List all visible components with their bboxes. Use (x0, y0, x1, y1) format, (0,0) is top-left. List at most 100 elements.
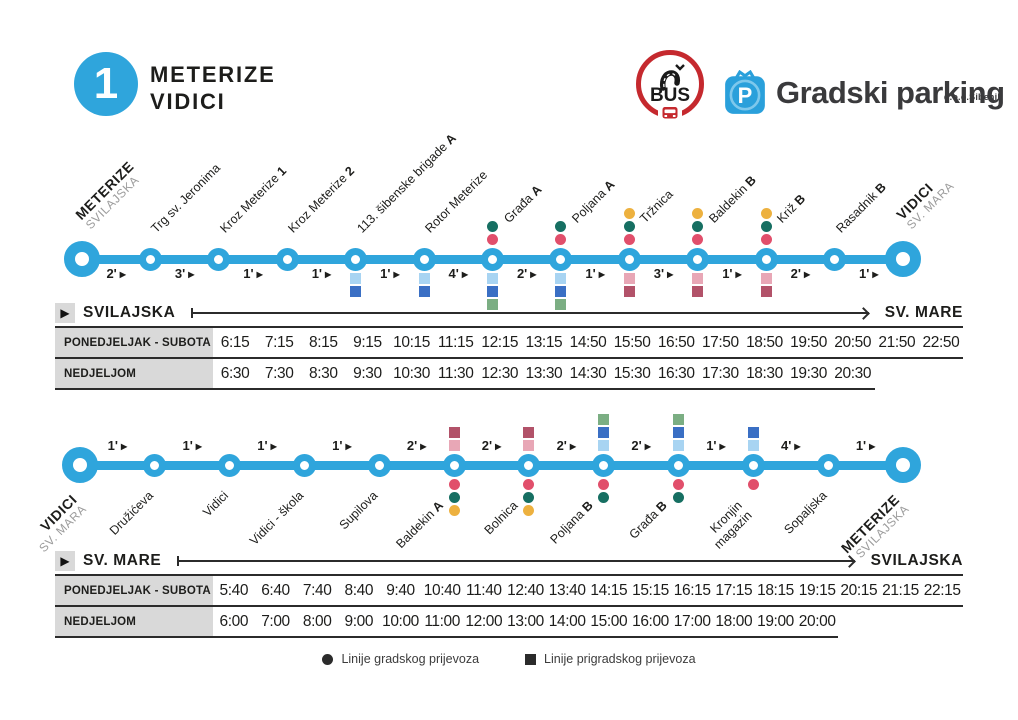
arrow-right-icon: ▶ (420, 441, 427, 451)
square-line-markers (523, 427, 535, 451)
stop-node (442, 453, 466, 477)
arrow-right-icon: ▶ (644, 441, 651, 451)
stop-label: Supilova (337, 480, 390, 533)
circle-line-markers (760, 208, 772, 245)
line-marker-rose (598, 479, 610, 490)
line-marker-teal (487, 221, 498, 232)
departure-time: 19:30 (790, 364, 827, 382)
departure-time: 22:50 (922, 333, 960, 351)
arrow-right-icon: ▶ (270, 441, 277, 451)
bus-operator-logo: BUS (630, 46, 710, 126)
departure-time: 19:00 (757, 612, 794, 630)
departure-time: 9:15 (353, 333, 382, 351)
stop-label: Vidici - škola (247, 480, 315, 548)
segment-travel-time: 2' ▶ (82, 266, 150, 281)
circle-line-markers (448, 479, 460, 516)
departure-time: 16:30 (657, 364, 695, 382)
line-marker-darkred (448, 427, 460, 438)
departure-time: 15:50 (613, 333, 651, 351)
line-marker-rose (555, 234, 567, 245)
segment-minutes: 2' (556, 438, 567, 453)
stop-node (481, 247, 504, 271)
departure-time: 8:40 (344, 581, 374, 599)
route-number-badge: 1 (74, 52, 138, 116)
departure-time: 15:30 (613, 364, 651, 382)
stop-name: Bolnica (481, 498, 521, 538)
line-marker-teal (448, 492, 460, 503)
square-line-markers (598, 414, 610, 451)
stop-node (549, 247, 573, 271)
departure-time: 15:00 (590, 612, 628, 630)
square-line-markers (692, 273, 704, 297)
departure-time: 11:40 (466, 581, 502, 599)
stop-name: Vidici (200, 488, 232, 520)
line-marker-yellow (623, 208, 635, 219)
departure-time: 14:30 (569, 364, 607, 382)
arrow-right-icon: ▶ (803, 269, 811, 279)
stop-node (138, 247, 162, 271)
stop-label: Rotor Meterize (414, 167, 491, 244)
stop-node (412, 247, 436, 271)
circle-line-markers (523, 479, 535, 516)
arrow-right-icon: ▶ (598, 269, 605, 279)
segment-minutes: 4' (781, 438, 792, 453)
circle-line-markers (487, 221, 498, 245)
line-marker-darkblue (673, 427, 685, 438)
line-marker-darkblue (418, 286, 430, 297)
arrow-right-icon: ▶ (530, 269, 537, 279)
segment-minutes: 2' (516, 266, 528, 281)
departure-time: 18:50 (746, 333, 783, 351)
direction-line (191, 308, 869, 318)
line-marker-rose (487, 234, 498, 245)
line-marker-rose (692, 234, 704, 245)
segment-minutes: 2' (406, 438, 418, 453)
stop-name: Tržnica (637, 186, 677, 226)
timetable-times: 5:40 6:40 7:40 8:40 9:40 10:40 11:40 12:40 13:40… (213, 576, 963, 605)
departure-time: 16:50 (657, 333, 695, 351)
line-marker-green (598, 414, 610, 425)
route-title-line2: VIDICI (150, 89, 226, 114)
segment-travel-time: 2' ▶ (529, 438, 604, 453)
timetable-times: 6:30 7:30 8:30 9:30 10:30 11:30 12:30 13:30 14:3… (213, 359, 963, 388)
line-marker-teal (523, 492, 535, 503)
route-diagram-direction1: 2' ▶ 3' ▶ 1' ▶ 1' ▶ 1' ▶ 4' ▶ 2' ▶ 1' ▶ 3' ▶ 1' ▶ 2' ▶ 1' ▶ METE… (0, 125, 1018, 310)
square-line-markers (623, 273, 635, 297)
departure-time: 8:15 (309, 333, 338, 351)
departure-time: 21:15 (882, 581, 919, 599)
legend-suburban-lines: Linije prigradskog prijevoza (525, 652, 696, 666)
stop-label: Sopaljska (781, 480, 838, 537)
stop-node (275, 247, 299, 271)
departure-time: 10:00 (382, 612, 419, 630)
departure-time: 10:30 (393, 364, 430, 382)
timetable-row: PONEDJELJAK - SUBOTA 5:40 6:40 7:40 8:40 9:40… (55, 576, 963, 607)
legend-city-lines: Linije gradskog prijevoza (322, 652, 479, 666)
terminal-node (62, 447, 98, 483)
departure-time: 11:00 (424, 612, 460, 630)
segment-minutes: 1' (855, 438, 867, 453)
departure-time: 16:15 (673, 581, 711, 599)
direction-arrow-icon: ▶ (55, 551, 75, 571)
parking-p-letter: P (738, 83, 753, 108)
segment-travel-time: 2' ▶ (766, 266, 834, 281)
line-marker-green (555, 299, 567, 310)
departure-time: 17:30 (701, 364, 739, 382)
route-title-line1: METERIZE (150, 62, 276, 87)
arrow-right-icon: ▶ (569, 441, 577, 451)
departure-time: 17:15 (715, 581, 753, 599)
departure-time: 5:40 (219, 581, 249, 599)
departure-time: 9:00 (344, 612, 374, 630)
square-line-markers (487, 273, 498, 310)
segment-travel-time: 4' ▶ (424, 266, 492, 281)
stop-node (816, 453, 840, 477)
timetable-times: 6:15 7:15 8:15 9:15 10:15 11:15 12:15 13:15 14:5… (213, 328, 963, 357)
stop-label: Vidici (200, 480, 240, 520)
segment-minutes: 1' (859, 266, 870, 281)
timetable-times: 6:00 7:00 8:00 9:00 10:00 11:00 12:00 13:00 14:0… (213, 607, 963, 636)
stop-label: Građa B (627, 480, 689, 542)
arrow-right-icon: ▶ (794, 441, 801, 451)
line-marker-darkblue (350, 286, 362, 297)
arrow-right-icon: ▶ (461, 269, 469, 279)
line-marker-lightblue (673, 440, 685, 451)
line-marker-darkred (623, 286, 635, 297)
stop-node (143, 453, 167, 477)
